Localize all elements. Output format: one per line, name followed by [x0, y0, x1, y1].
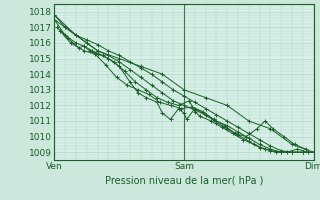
X-axis label: Pression niveau de la mer( hPa ): Pression niveau de la mer( hPa )	[105, 175, 263, 185]
